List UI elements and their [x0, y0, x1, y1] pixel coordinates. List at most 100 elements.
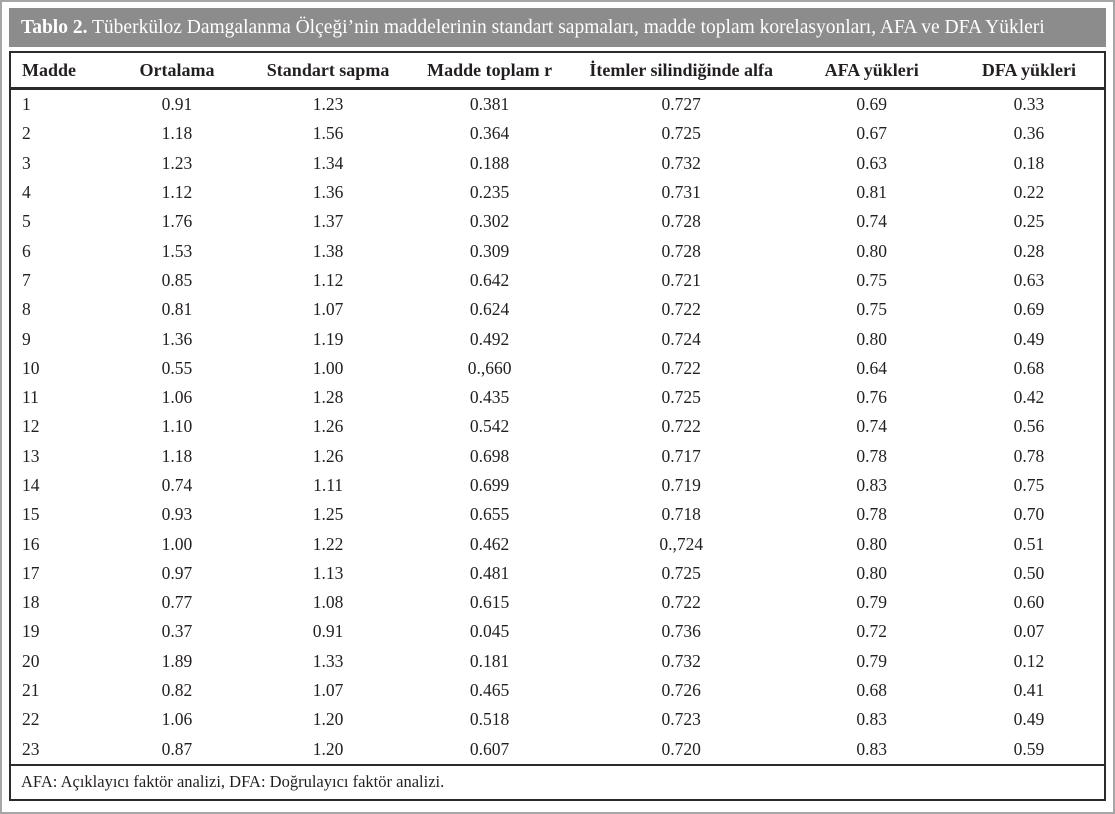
table-cell: 1.08 — [312, 592, 344, 613]
table-cell: 1.33 — [312, 650, 344, 671]
table-cell: 3 — [22, 152, 31, 173]
table-row: 8 0.81 1.07 0.624 0.722 0.75 0.69 — [10, 295, 1105, 324]
table-cell: 0.725 — [661, 123, 701, 144]
table-cell: 1.56 — [312, 123, 344, 144]
table-cell: 0.75 — [856, 269, 888, 290]
table-cell: 0.41 — [1013, 680, 1045, 701]
table-cell: 0.91 — [161, 94, 193, 115]
table-cell: 0.722 — [661, 299, 701, 320]
table-cell: 9 — [22, 328, 31, 349]
table-cell: 0.83 — [856, 709, 888, 730]
table-cell: 0.80 — [856, 533, 888, 554]
table-cell: 0.69 — [1013, 299, 1045, 320]
table-row: 6 1.53 1.38 0.309 0.728 0.80 0.28 — [10, 236, 1105, 265]
table-cell: 2 — [22, 123, 31, 144]
table-cell: 0.364 — [469, 123, 510, 144]
table-cell: 0.492 — [469, 328, 510, 349]
table-cell: 1.13 — [312, 562, 344, 583]
table-row: 5 1.76 1.37 0.302 0.728 0.74 0.25 — [10, 207, 1105, 236]
table-cell: 0.722 — [661, 357, 701, 378]
column-header: DFA yükleri — [953, 52, 1105, 90]
table-cell: 0.717 — [661, 445, 701, 466]
table-cell: 0.726 — [661, 680, 701, 701]
table-cell: 8 — [22, 299, 31, 320]
table-cell: 1.12 — [312, 269, 344, 290]
table-row: 2 1.18 1.56 0.364 0.725 0.67 0.36 — [10, 119, 1105, 148]
table-row: 4 1.12 1.36 0.235 0.731 0.81 0.22 — [10, 178, 1105, 207]
table-cell: 0.50 — [1013, 562, 1045, 583]
table-cell: 0.75 — [1013, 475, 1045, 495]
table-cell: 0.87 — [161, 738, 193, 759]
table-cell: 1.23 — [312, 94, 344, 115]
table-cell: 11 — [22, 387, 39, 408]
table-cell: 0.727 — [661, 94, 701, 115]
table-cell: 0.235 — [469, 182, 510, 203]
table-cell: 1.18 — [161, 123, 193, 144]
table-cell: 0.78 — [856, 504, 888, 525]
table-cell: 0.642 — [469, 269, 510, 290]
table-cell: 0.56 — [1013, 416, 1045, 437]
table-cell: 0.74 — [856, 416, 888, 437]
table-cell: 22 — [22, 709, 40, 730]
table-cell: 0.518 — [469, 709, 510, 730]
table-cell: 1.11 — [313, 475, 344, 495]
table-cell: 0.70 — [1013, 504, 1045, 525]
table-cell: 0.724 — [661, 328, 701, 349]
table-cell: 0.736 — [661, 621, 701, 642]
table-cell: 0.07 — [1013, 621, 1045, 642]
table-footnote: AFA: Açıklayıcı faktör analizi, DFA: Doğ… — [10, 763, 1105, 800]
table-cell: 1.76 — [161, 211, 193, 232]
table-cell: 0.725 — [661, 387, 701, 408]
table-cell: 0.435 — [469, 387, 510, 408]
column-header: AFA yükleri — [789, 52, 954, 90]
column-header: Ortalama — [104, 52, 250, 90]
table-cell: 0.81 — [856, 182, 888, 203]
table-cell: 0.302 — [469, 211, 510, 232]
table-cell: 4 — [22, 182, 31, 203]
table-cell: 0.722 — [661, 416, 701, 437]
table-cell: 1.19 — [312, 328, 344, 349]
table-cell: 0.725 — [661, 562, 701, 583]
table-cell: 23 — [22, 738, 40, 759]
table-cell: 0.718 — [661, 504, 701, 525]
table-cell: 0.698 — [469, 445, 510, 466]
table-cell: 0.37 — [161, 621, 193, 642]
table-cell: 0.25 — [1013, 211, 1045, 232]
table-cell: 0.85 — [161, 269, 193, 290]
table-cell: 1.37 — [312, 211, 344, 232]
table-cell: 1.23 — [161, 152, 193, 173]
table-cell: 1.12 — [161, 182, 193, 203]
table-title-bar: Tablo 2. Tüberküloz Damgalanma Ölçeği’ni… — [9, 8, 1106, 47]
table-cell: 0.045 — [469, 621, 510, 642]
table-cell: 12 — [22, 416, 40, 437]
table-cell: 6 — [22, 240, 31, 261]
table-cell: 0.49 — [1013, 709, 1045, 730]
table-cell: 1.00 — [161, 533, 193, 554]
table-cell: 18 — [22, 592, 40, 613]
table-cell: 0.75 — [856, 299, 888, 320]
table-row: 17 0.97 1.13 0.481 0.725 0.80 0.50 — [10, 559, 1105, 588]
table-cell: 0.18 — [1013, 152, 1045, 173]
table-cell: 0.721 — [661, 269, 701, 290]
table-cell: 0.731 — [661, 182, 701, 203]
statistics-table: Madde Ortalama Standart sapma Madde toplam … — [9, 51, 1106, 801]
table-cell: 0.12 — [1013, 650, 1045, 671]
table-cell: 0.22 — [1013, 182, 1045, 203]
table-row: 18 0.77 1.08 0.615 0.722 0.79 0.60 — [10, 588, 1105, 617]
table-cell: 1.18 — [161, 445, 193, 466]
table-cell: 0.93 — [161, 504, 193, 525]
table-cell: 0.481 — [469, 562, 510, 583]
table-row: 3 1.23 1.34 0.188 0.732 0.63 0.18 — [10, 149, 1105, 178]
table-cell: 1.07 — [312, 299, 344, 320]
table-cell: 1.06 — [161, 387, 193, 408]
table-cell: 0.55 — [161, 357, 193, 378]
column-header: Standart sapma — [249, 52, 407, 90]
table-cell: 17 — [22, 562, 40, 583]
table-cell: 1.20 — [312, 738, 344, 759]
column-header: İtemler silindiğinde alfa — [572, 52, 790, 90]
table-cell: 0.69 — [856, 94, 888, 115]
table-row: 13 1.18 1.26 0.698 0.717 0.78 0.78 — [10, 442, 1105, 471]
table-cell: 1 — [22, 94, 31, 115]
column-header: Madde — [10, 52, 105, 90]
